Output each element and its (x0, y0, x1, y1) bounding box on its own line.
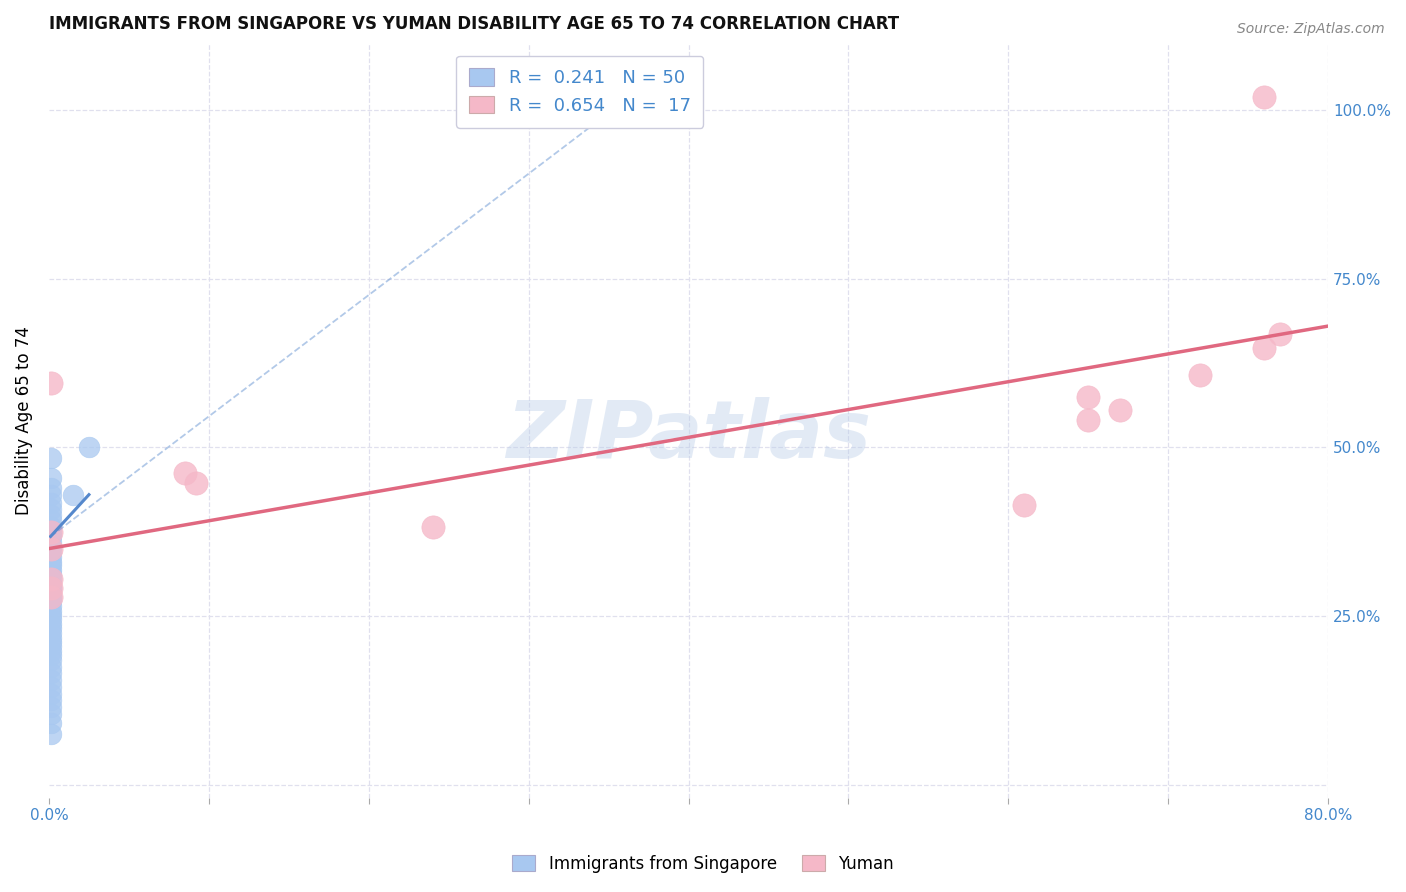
Point (39, 572, 62, 586)
Point (1253, 341, 1275, 355)
Point (39, 502, 62, 516)
Point (1253, 90, 1275, 104)
Point (39, 581, 62, 595)
Point (39, 659, 62, 673)
Point (39, 567, 62, 582)
Text: ZIPatlas: ZIPatlas (506, 397, 872, 475)
Point (39, 594, 62, 608)
Point (39, 680, 62, 694)
Point (39, 496, 62, 510)
Point (39, 513, 62, 527)
Point (39, 576, 62, 591)
Point (39, 612, 62, 626)
Legend: Immigrants from Singapore, Yuman: Immigrants from Singapore, Yuman (505, 848, 901, 880)
Point (1077, 390, 1099, 404)
Point (1014, 498, 1036, 512)
Point (39, 715, 62, 730)
Point (39, 508, 62, 522)
Point (39, 471, 62, 485)
Point (39, 653, 62, 667)
Point (39, 545, 62, 559)
Point (39, 700, 62, 714)
Point (39, 687, 62, 701)
Point (39, 644, 62, 658)
Point (39, 590, 62, 604)
Point (39, 706, 62, 721)
Point (1109, 403, 1132, 417)
Point (39, 621, 62, 635)
Text: IMMIGRANTS FROM SINGAPORE VS YUMAN DISABILITY AGE 65 TO 74 CORRELATION CHART: IMMIGRANTS FROM SINGAPORE VS YUMAN DISAB… (49, 15, 898, 33)
Text: Source: ZipAtlas.com: Source: ZipAtlas.com (1237, 22, 1385, 37)
Point (39, 558, 62, 573)
Point (39, 572, 62, 586)
Point (39, 604, 62, 618)
Point (39, 581, 62, 595)
Point (39, 450, 62, 465)
Point (39, 585, 62, 599)
Point (39, 376, 62, 391)
Point (39, 666, 62, 681)
Point (39, 541, 62, 556)
Point (39, 534, 62, 549)
Point (39, 488, 62, 502)
Point (1189, 368, 1212, 382)
Point (39, 607, 62, 622)
Point (39, 555, 62, 569)
Point (39, 693, 62, 707)
Point (39, 625, 62, 640)
Point (39, 673, 62, 687)
Point (39, 549, 62, 564)
Point (39, 524, 62, 539)
Point (39, 590, 62, 604)
Point (77, 441, 100, 455)
Point (422, 520, 444, 534)
Point (1270, 327, 1292, 342)
Point (39, 540, 62, 554)
Point (62, 488, 84, 502)
Point (39, 563, 62, 577)
Point (39, 529, 62, 543)
Y-axis label: Disability Age 65 to 74: Disability Age 65 to 74 (15, 326, 32, 515)
Point (173, 466, 195, 480)
Point (39, 648, 62, 662)
Point (39, 634, 62, 648)
Point (39, 481, 62, 495)
Point (39, 524, 62, 539)
Point (39, 727, 62, 741)
Point (39, 631, 62, 645)
Point (39, 617, 62, 632)
Point (39, 640, 62, 654)
Point (39, 599, 62, 613)
Legend: R =  0.241   N = 50, R =  0.654   N =  17: R = 0.241 N = 50, R = 0.654 N = 17 (457, 55, 703, 128)
Point (1077, 413, 1099, 427)
Point (184, 475, 207, 490)
Point (39, 520, 62, 534)
